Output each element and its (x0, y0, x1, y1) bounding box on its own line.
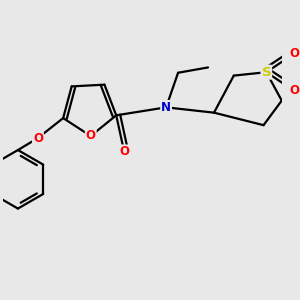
Text: O: O (289, 47, 299, 60)
Text: O: O (86, 130, 96, 142)
Text: O: O (289, 84, 299, 97)
Text: O: O (33, 132, 43, 145)
Text: N: N (161, 101, 171, 114)
Text: S: S (262, 66, 271, 79)
Text: O: O (119, 146, 129, 158)
